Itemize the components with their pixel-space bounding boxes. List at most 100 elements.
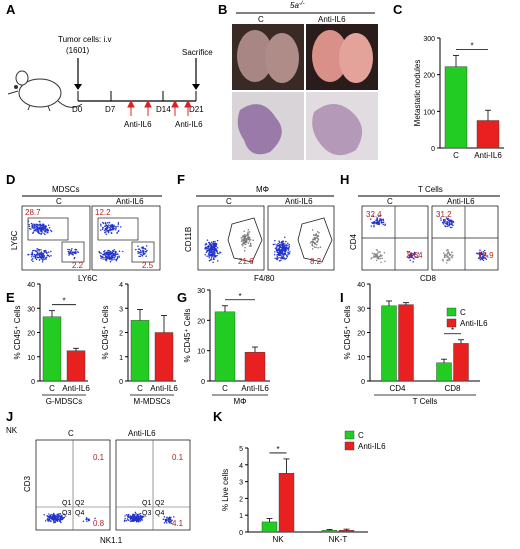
flow-event — [54, 521, 56, 524]
flow-event — [114, 252, 116, 254]
flow-event — [44, 225, 46, 227]
flow-event — [377, 256, 380, 259]
flow-event — [209, 244, 212, 247]
flow-event — [246, 232, 249, 235]
flow-event — [312, 238, 314, 240]
flow-xlabel: LY6C — [78, 274, 98, 283]
flow-event — [204, 244, 206, 246]
flow-event — [35, 223, 37, 226]
flow-event — [283, 249, 286, 251]
flow-event — [211, 255, 213, 258]
flow-event — [67, 248, 69, 251]
flow-event — [446, 253, 448, 255]
flow-event — [240, 237, 243, 239]
flow-event — [112, 228, 115, 230]
flow-event — [371, 221, 373, 224]
flow-event — [100, 257, 102, 260]
flow-event — [104, 254, 106, 256]
flow-event — [105, 255, 107, 258]
flow-event — [376, 221, 378, 224]
flow-event — [104, 221, 107, 224]
flow-event — [449, 226, 452, 228]
plot-frame — [91, 205, 161, 271]
quadrant-label: Q3 — [142, 510, 151, 517]
panel-h-flow: T Cells C Anti-IL6 32.4 8.64 31.2 16.9 C… — [349, 185, 500, 283]
flow-event — [72, 254, 74, 256]
flow-event — [125, 519, 128, 522]
flow-event — [408, 254, 410, 257]
flow-event — [53, 518, 56, 521]
flow-event — [376, 217, 378, 219]
flow-event — [384, 260, 386, 263]
flow-event — [47, 224, 50, 226]
flow-event — [38, 232, 40, 235]
flow-event — [319, 246, 322, 248]
flow-event — [46, 252, 48, 254]
flow-event — [102, 227, 104, 229]
flow-event — [278, 248, 281, 250]
flow-event — [281, 252, 284, 255]
flow-event — [479, 256, 481, 259]
flow-event — [276, 257, 278, 260]
flow-event — [35, 228, 38, 230]
flow-event — [40, 258, 43, 260]
y-tick-label: 100 — [423, 109, 435, 116]
flow-event — [280, 254, 282, 256]
flow-event — [281, 254, 283, 256]
flow-event — [105, 252, 108, 254]
flow-event — [33, 223, 36, 226]
flow-event — [43, 232, 45, 234]
flow-event — [53, 517, 55, 520]
flow-event — [314, 243, 316, 245]
flow-event — [49, 517, 51, 519]
flow-event — [279, 246, 281, 249]
flow-event — [287, 251, 290, 254]
flow-event — [281, 240, 284, 242]
flow-event — [406, 250, 409, 253]
flow-event — [114, 228, 117, 231]
flow-plot-control — [43, 512, 96, 524]
flow-event — [117, 253, 119, 255]
bar — [214, 311, 236, 382]
flow-event — [101, 228, 104, 230]
flow-event — [288, 252, 291, 255]
flow-event — [68, 248, 71, 251]
flow-event — [452, 221, 455, 223]
panel-f-flow: MΦ C Anti-IL6 21.6 8.2 CD11B F4/80 — [184, 185, 335, 283]
flow-event — [277, 257, 279, 259]
flow-event — [212, 240, 215, 243]
flow-event — [50, 250, 52, 253]
y-tick-label: 300 — [423, 36, 435, 43]
flow-value: 2.2 — [72, 261, 84, 270]
flow-event — [276, 251, 279, 253]
flow-title: MDSCs — [52, 185, 80, 194]
gate-top — [27, 217, 69, 241]
flow-event — [136, 520, 139, 522]
flow-event — [280, 259, 282, 262]
flow-event — [52, 512, 55, 515]
flow-event — [215, 248, 218, 250]
sacrifice-label: Sacrifice — [182, 48, 213, 57]
flow-event — [50, 230, 53, 233]
flow-event — [442, 223, 445, 225]
flow-event — [50, 254, 52, 257]
flow-event — [282, 245, 285, 248]
flow-event — [318, 232, 320, 234]
flow-cond-c: C — [68, 429, 74, 438]
flow-event — [452, 224, 454, 227]
flow-event — [440, 219, 442, 221]
flow-event — [213, 257, 215, 259]
flow-event — [107, 251, 110, 254]
flow-event — [215, 245, 218, 248]
flow-event — [100, 225, 102, 227]
flow-event — [216, 251, 218, 253]
x-tick-label: C — [222, 384, 228, 393]
flow-event — [379, 254, 382, 256]
flow-event — [216, 247, 219, 249]
flow-event — [166, 522, 168, 524]
flow-event — [248, 245, 251, 247]
flow-event — [285, 240, 287, 243]
lung-lobe — [339, 33, 373, 83]
flow-event — [33, 227, 35, 230]
flow-event — [248, 236, 251, 239]
